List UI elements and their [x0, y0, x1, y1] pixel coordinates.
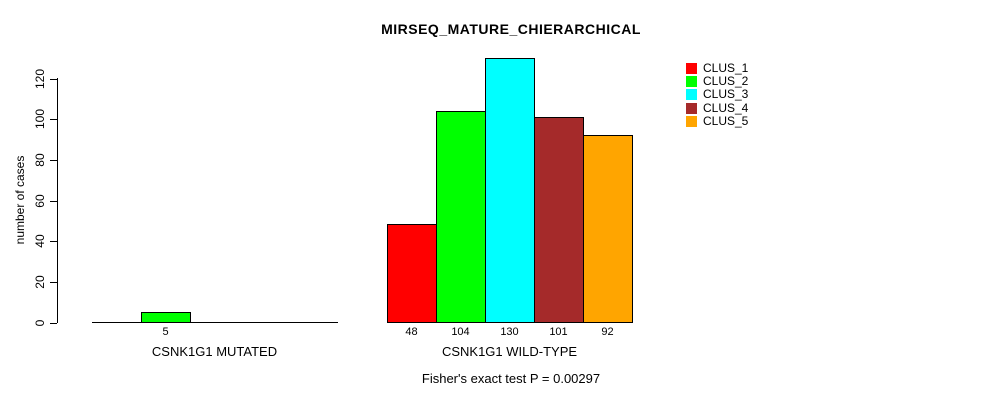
y-tick-mark: [50, 241, 57, 242]
legend-swatch-icon: [686, 75, 697, 87]
legend-swatch-icon: [686, 115, 697, 127]
y-tick-label: 100: [33, 108, 47, 130]
bar-clus_4: [534, 117, 584, 323]
bar-clus_4: [239, 322, 289, 323]
bar-value-label: 48: [405, 326, 418, 338]
bar-clus_2: [436, 111, 486, 323]
bar-value-label: 130: [500, 326, 519, 338]
legend-swatch-icon: [686, 62, 697, 74]
bar-clus_5: [583, 135, 633, 323]
y-tick-mark: [50, 119, 57, 120]
bar-value-label: 101: [549, 326, 568, 338]
legend-item-clus_4: CLUS_4: [686, 102, 748, 114]
bar-value-label: 104: [451, 326, 470, 338]
y-tick-label: 0: [33, 319, 47, 327]
y-tick-label: 60: [33, 194, 47, 208]
y-tick-label: 20: [33, 275, 47, 289]
group-label-wildtype: CSNK1G1 WILD-TYPE: [441, 344, 578, 359]
legend-label: CLUS_1: [703, 61, 749, 75]
legend-item-clus_1: CLUS_1: [686, 62, 748, 74]
y-tick-label: 120: [33, 68, 47, 90]
legend-label: CLUS_3: [703, 87, 749, 101]
legend-swatch-icon: [686, 102, 697, 114]
bar-value-label: 92: [601, 326, 614, 338]
fisher-test-annotation: Fisher's exact test P = 0.00297: [421, 371, 601, 386]
bar-clus_1: [387, 224, 437, 323]
legend-label: CLUS_5: [703, 114, 749, 128]
bar-value-label: 5: [162, 326, 169, 338]
y-tick-label: 40: [33, 234, 47, 248]
legend-item-clus_5: CLUS_5: [686, 115, 748, 127]
bar-clus_3: [190, 322, 240, 323]
chart-title: MIRSEQ_MATURE_CHIERARCHICAL: [381, 21, 641, 37]
bar-clus_3: [485, 58, 535, 323]
y-tick-mark: [50, 79, 57, 80]
y-tick-label: 80: [33, 153, 47, 167]
bar-clus_1: [92, 322, 142, 323]
y-axis-line: [57, 78, 58, 323]
y-tick-mark: [50, 201, 57, 202]
legend-label: CLUS_2: [703, 74, 749, 88]
legend-swatch-icon: [686, 88, 697, 100]
y-tick-mark: [50, 323, 57, 324]
y-tick-mark: [50, 160, 57, 161]
y-tick-mark: [50, 282, 57, 283]
legend-item-clus_2: CLUS_2: [686, 75, 748, 87]
legend-label: CLUS_4: [703, 101, 749, 115]
bar-clus_2: [141, 312, 191, 323]
group-label-mutated: CSNK1G1 MUTATED: [151, 344, 278, 359]
bar-clus_5: [288, 322, 338, 323]
legend-item-clus_3: CLUS_3: [686, 88, 748, 100]
